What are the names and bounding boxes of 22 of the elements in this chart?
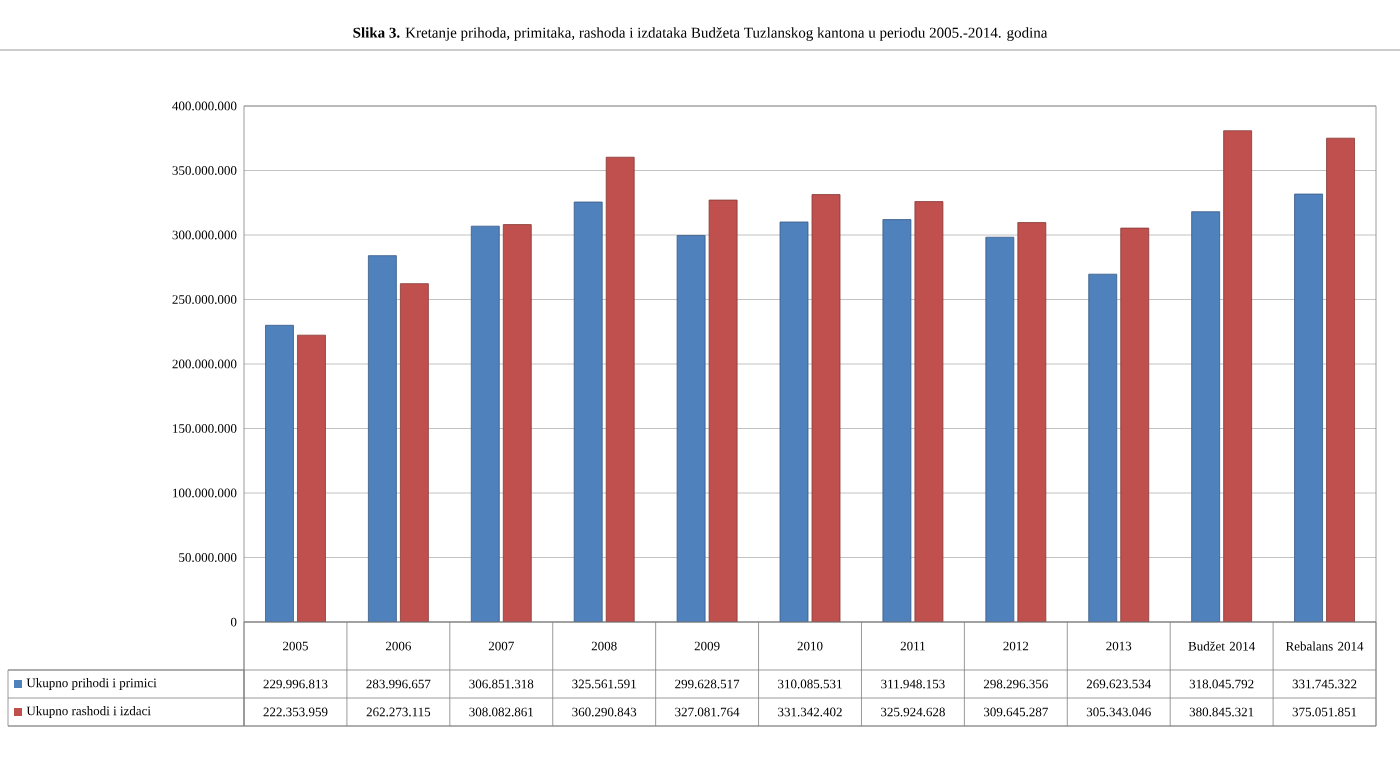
bar xyxy=(1088,273,1118,622)
bar xyxy=(470,225,500,622)
bar xyxy=(676,235,706,622)
bar xyxy=(985,236,1015,622)
bar xyxy=(1017,222,1047,622)
bar xyxy=(399,283,429,622)
bar xyxy=(1120,227,1150,622)
bar xyxy=(265,324,294,622)
bar xyxy=(297,334,326,622)
bar xyxy=(1294,193,1323,622)
bar xyxy=(1223,130,1253,622)
bar xyxy=(367,255,397,622)
bar xyxy=(1326,137,1355,622)
bar xyxy=(811,194,841,622)
bar xyxy=(573,201,603,622)
bar xyxy=(1191,211,1221,622)
bar xyxy=(605,156,635,622)
bar xyxy=(882,219,912,622)
bar xyxy=(914,201,944,622)
bar xyxy=(708,199,738,622)
bar xyxy=(502,224,532,622)
bar xyxy=(779,221,809,622)
